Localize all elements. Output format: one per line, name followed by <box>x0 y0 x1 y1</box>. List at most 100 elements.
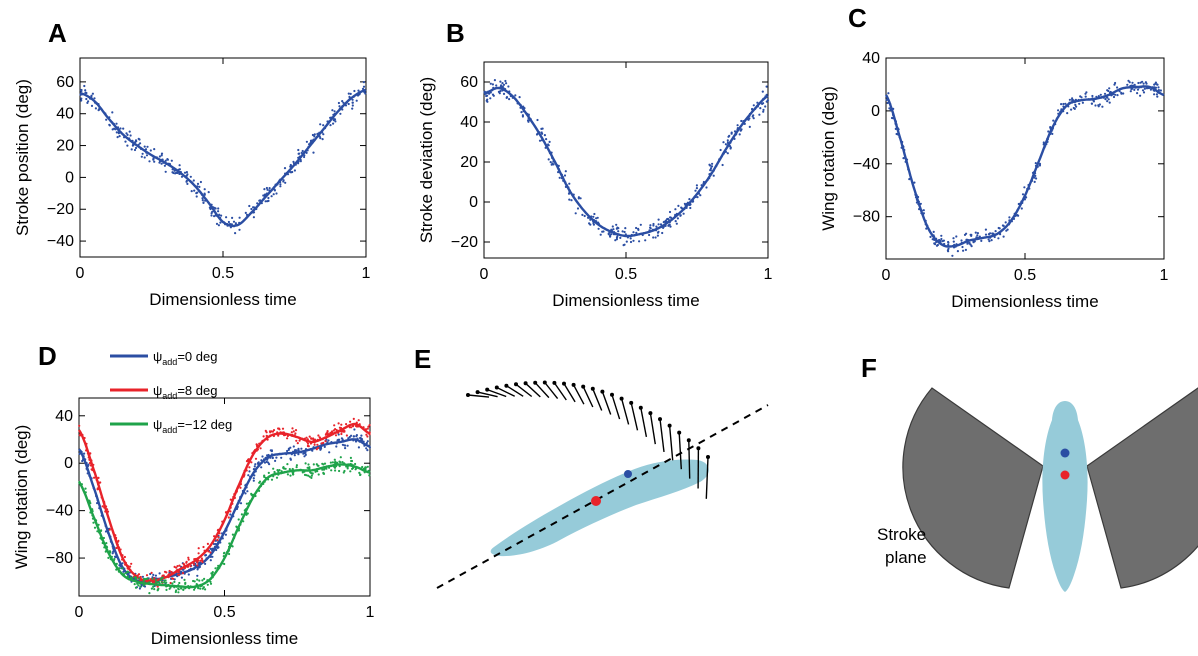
data-point <box>709 167 713 170</box>
data-point <box>504 79 507 83</box>
data-point <box>322 133 325 136</box>
data-point <box>171 577 174 580</box>
data-point <box>246 490 249 493</box>
data-point <box>158 155 161 158</box>
data-point <box>308 435 311 438</box>
x-tick-label: 0.5 <box>213 604 235 621</box>
data-point <box>326 431 329 434</box>
data-point <box>367 425 370 428</box>
data-point <box>148 592 151 595</box>
data-point <box>270 478 274 481</box>
data-point <box>719 148 722 152</box>
data-point <box>113 557 116 561</box>
data-point <box>307 474 310 477</box>
data-point <box>201 559 204 562</box>
data-point <box>726 139 729 142</box>
data-point <box>955 235 958 238</box>
data-point <box>250 207 253 211</box>
data-point <box>105 118 108 121</box>
data-point <box>118 135 121 138</box>
data-point <box>162 574 165 577</box>
data-point <box>231 216 234 219</box>
x-axis-label: Dimensionless time <box>951 292 1098 311</box>
data-point <box>292 473 295 476</box>
data-point <box>159 579 162 582</box>
leading-edge-dot <box>600 389 605 394</box>
data-point <box>202 201 205 204</box>
data-point <box>183 171 187 174</box>
data-point <box>349 420 352 423</box>
data-point <box>1021 193 1025 196</box>
data-point <box>146 145 149 148</box>
data-point <box>199 587 202 590</box>
data-point <box>338 469 341 473</box>
data-point <box>629 237 632 240</box>
data-point <box>1103 92 1107 95</box>
data-point <box>304 453 307 456</box>
data-point <box>278 428 281 431</box>
data-point <box>175 589 178 592</box>
data-point <box>570 199 573 202</box>
data-point <box>322 471 325 474</box>
data-point <box>279 185 282 188</box>
data-point <box>301 149 304 153</box>
data-point <box>307 466 310 469</box>
scatter-dots-blue <box>885 79 1162 257</box>
data-point <box>333 110 336 113</box>
data-point <box>185 171 188 174</box>
data-point <box>153 577 156 580</box>
leading-edge-dot <box>590 386 595 391</box>
data-point <box>124 572 128 575</box>
data-point <box>150 587 153 590</box>
data-point <box>1114 93 1117 96</box>
x-axis-label: Dimensionless time <box>151 629 298 648</box>
data-point <box>740 119 743 123</box>
data-point <box>152 585 155 588</box>
data-point <box>282 466 285 469</box>
data-point <box>183 578 186 582</box>
data-point <box>1090 102 1093 105</box>
panel-label-b: B <box>446 18 465 48</box>
data-point <box>163 581 166 584</box>
data-point <box>682 212 685 215</box>
data-point <box>297 148 300 152</box>
data-point <box>1023 186 1026 189</box>
data-point <box>938 238 941 242</box>
data-point <box>237 518 240 521</box>
x-tick-label: 1 <box>366 604 375 621</box>
panel-label-f: F <box>861 353 877 383</box>
data-point <box>695 184 699 187</box>
data-point <box>984 228 988 231</box>
data-point <box>143 156 146 159</box>
data-point <box>952 240 955 243</box>
data-point <box>339 456 342 459</box>
data-point <box>1092 100 1095 103</box>
data-point <box>349 92 352 95</box>
data-point <box>695 187 699 190</box>
data-point <box>91 92 94 95</box>
data-point <box>306 444 309 448</box>
data-point <box>139 585 142 588</box>
y-tick-label: −20 <box>451 234 478 251</box>
data-point <box>260 466 263 469</box>
data-point <box>964 248 968 251</box>
data-point <box>327 439 330 442</box>
data-point <box>988 240 991 243</box>
data-point <box>330 469 333 472</box>
data-point <box>564 170 567 173</box>
data-point <box>173 580 176 584</box>
data-point <box>115 122 118 125</box>
data-point <box>317 446 320 449</box>
data-point <box>228 552 231 556</box>
data-point <box>201 199 204 202</box>
data-point <box>259 447 262 450</box>
data-point <box>336 439 339 442</box>
data-point <box>333 424 336 427</box>
data-point <box>1106 89 1109 92</box>
data-point <box>197 586 200 590</box>
data-point <box>176 565 179 568</box>
data-point <box>935 244 939 247</box>
data-point <box>890 116 894 120</box>
data-point <box>108 528 111 531</box>
data-point <box>657 223 660 226</box>
